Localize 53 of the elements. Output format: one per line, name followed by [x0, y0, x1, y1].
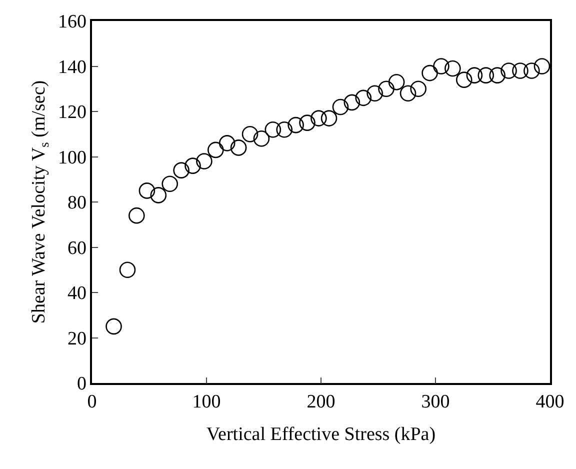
x-tick-label: 200	[306, 392, 336, 413]
y-tick-label: 100	[58, 147, 86, 168]
point	[489, 67, 506, 84]
point	[512, 62, 528, 79]
point	[253, 130, 270, 147]
y-tick-label: 60	[67, 238, 86, 259]
point	[478, 67, 494, 84]
point	[264, 121, 282, 138]
point	[119, 262, 136, 278]
point	[196, 153, 212, 170]
point	[184, 158, 201, 174]
point	[299, 114, 316, 131]
y-tick-label: 80	[67, 192, 86, 214]
point	[366, 85, 383, 102]
point	[534, 58, 550, 74]
y-tick-label: 20	[67, 328, 86, 350]
point	[378, 80, 394, 98]
point	[524, 62, 540, 79]
point	[173, 162, 190, 178]
y-tick-label: 120	[58, 102, 86, 124]
point	[310, 110, 327, 126]
point	[106, 318, 122, 335]
point	[466, 67, 483, 84]
y-tick-label: 140	[58, 56, 86, 78]
point	[320, 110, 338, 126]
point	[433, 58, 450, 74]
point	[218, 135, 236, 152]
point	[410, 80, 426, 98]
point	[344, 94, 360, 111]
point	[276, 121, 293, 138]
point	[230, 140, 247, 156]
point	[355, 90, 372, 106]
point	[332, 98, 349, 116]
point	[162, 176, 178, 192]
point	[388, 74, 405, 90]
point	[422, 64, 438, 82]
point	[288, 116, 304, 134]
point	[208, 142, 224, 158]
x-tick-label: 300	[421, 392, 450, 413]
x-tick-label: 100	[192, 392, 221, 413]
point	[500, 62, 517, 79]
point	[444, 60, 461, 77]
point	[242, 126, 258, 142]
point	[456, 72, 472, 88]
x-axis-title: Vertical Effective Stress (kPa)	[206, 424, 436, 445]
y-tick-label: 160	[58, 12, 86, 33]
point	[150, 187, 167, 204]
point	[400, 85, 416, 102]
y-tick-label: 40	[67, 283, 86, 304]
x-tick-label: 400	[536, 392, 564, 413]
point	[128, 207, 145, 224]
point	[138, 182, 156, 199]
y-tick-label: 0	[76, 374, 86, 395]
